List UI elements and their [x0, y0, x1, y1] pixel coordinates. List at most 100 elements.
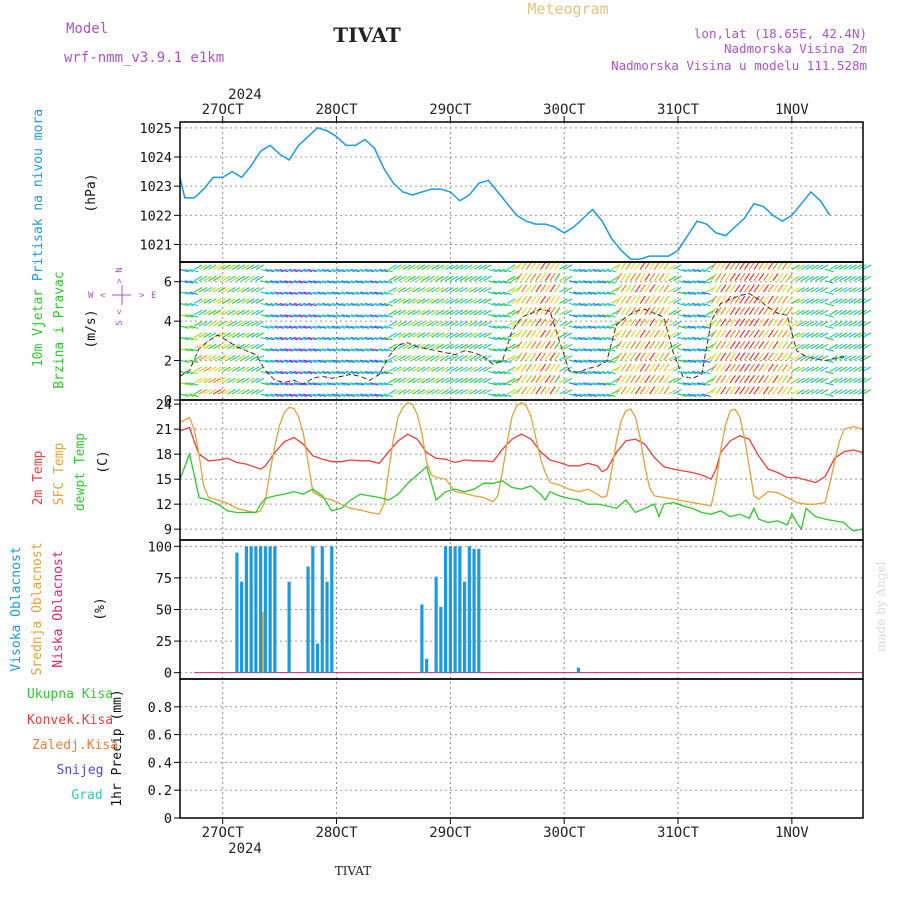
y-tick-label: 9 [164, 522, 172, 538]
wind-barb [673, 355, 682, 361]
wind-barb [597, 302, 607, 307]
wind-barb [469, 321, 478, 327]
wind-barb [544, 341, 551, 350]
wind-barb [625, 375, 632, 384]
wind-barb [331, 359, 341, 363]
wind-barb [862, 355, 872, 361]
wind-barb [336, 393, 346, 397]
wind-barb [364, 291, 374, 295]
wind-barb [293, 280, 303, 284]
wind-barb [284, 325, 294, 329]
wind-barb [312, 393, 322, 397]
wind-barb [815, 264, 824, 270]
wind-barb [317, 348, 327, 352]
wind-barb [336, 314, 346, 318]
wind-barb [516, 386, 523, 395]
wind-barb [255, 309, 264, 316]
wind-barb [189, 359, 199, 363]
wind-barb [269, 370, 279, 375]
wind-barb [796, 343, 805, 350]
wind-barb [341, 382, 351, 386]
wind-barb [345, 268, 355, 273]
wind-barb [312, 370, 322, 375]
wind-barb [706, 275, 715, 282]
wind-barb [236, 366, 245, 372]
y-tick-label: 15 [156, 472, 172, 488]
wind-barb [734, 261, 741, 270]
wind-barb [801, 332, 810, 338]
wind-barb [786, 329, 793, 338]
panel-frame-pressure [179, 121, 864, 263]
wind-barb [857, 343, 867, 350]
wind-barb [644, 318, 651, 327]
wind-barb [549, 363, 556, 372]
wind-barb [189, 336, 199, 341]
wind-barb [563, 298, 573, 304]
wind-barb [241, 287, 250, 293]
wind-barb [497, 382, 507, 386]
wind-barb [824, 325, 834, 329]
wind-barb [801, 389, 810, 395]
wind-barb [781, 329, 788, 338]
wind-barb [379, 314, 389, 318]
wind-barb [246, 298, 255, 304]
wind-barb [796, 332, 805, 338]
wind-barb [459, 287, 468, 293]
wind-barb [445, 332, 454, 338]
wind-barb [653, 341, 660, 350]
wind-barb [227, 275, 236, 282]
wind-barb [374, 348, 384, 352]
wind-barb [601, 280, 611, 284]
wind-barb [573, 336, 583, 341]
wind-barb [554, 375, 561, 384]
wind-barb [653, 352, 660, 361]
wind-barb [611, 377, 620, 384]
wind-barb [568, 325, 578, 329]
wind-barb [710, 363, 717, 372]
wind-barb [331, 291, 341, 295]
wind-barb [682, 280, 692, 284]
wind-barb [217, 343, 227, 350]
wind-barb [848, 298, 857, 304]
wind-barb [758, 329, 765, 338]
wind-barb [611, 264, 620, 270]
wind-barb [231, 264, 241, 270]
wind-barb [203, 275, 212, 282]
wind-barb [540, 363, 547, 372]
wind-barb [307, 359, 317, 363]
wind-barb [762, 307, 770, 316]
wind-barb [753, 295, 760, 304]
wind-barb [611, 321, 620, 327]
year-label-bottom: 2024 [228, 841, 262, 857]
wind-barb [388, 377, 397, 384]
wind-barb [416, 389, 426, 395]
wind-barb [725, 284, 732, 293]
wind-barb [440, 377, 449, 384]
wind-barb [801, 287, 810, 293]
wind-barb [710, 386, 717, 395]
wind-barb [298, 325, 308, 329]
wind-barb [706, 264, 715, 270]
wind-barb [530, 352, 537, 361]
wind-barb [374, 325, 384, 329]
wind-barb [303, 370, 313, 375]
wind-barb [791, 287, 800, 293]
wind-barb [516, 375, 523, 384]
wind-barb [506, 321, 516, 327]
wind-barb [227, 264, 236, 270]
wind-barb [540, 375, 547, 384]
wind-barb [687, 268, 697, 273]
wind-barb [762, 329, 770, 338]
wind-barb [853, 309, 862, 316]
wind-barb [720, 386, 727, 395]
wind-barb [393, 366, 402, 372]
wind-barb [288, 314, 298, 318]
wind-barb [606, 302, 616, 307]
wind-barb [426, 298, 435, 304]
wind-barb [450, 332, 459, 338]
wind-barb [288, 336, 298, 341]
wind-barb [246, 343, 255, 350]
wind-barb [554, 386, 561, 395]
wind-barb [682, 393, 692, 397]
